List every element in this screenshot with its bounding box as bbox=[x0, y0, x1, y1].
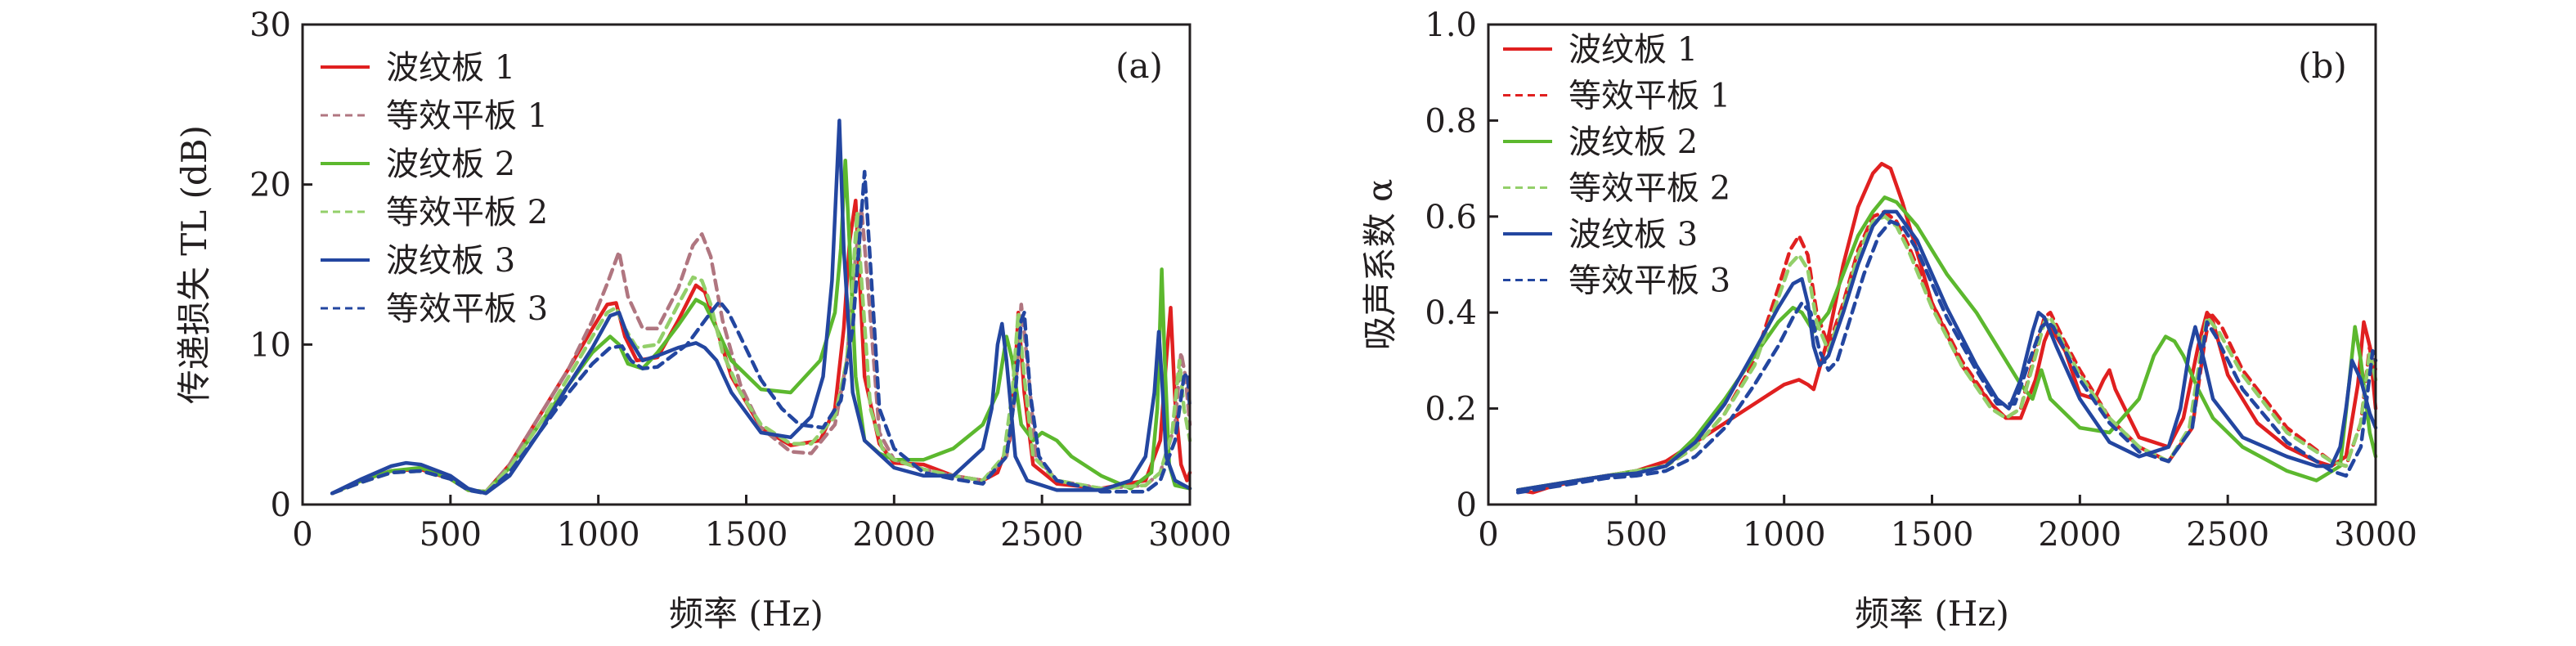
panel-a: 0 500 1000 1500 2000 2500 3000 0 10 20 30 频率 (Hz)… bbox=[174, 7, 1232, 634]
legend-label: 波纹板 3 bbox=[386, 242, 515, 280]
legend: 波纹板 1 等效平板 1 波纹板 2 等效平板 2 波纹板 3 等效平板 3 bbox=[1503, 31, 1730, 300]
legend-label: 波纹板 1 bbox=[1568, 31, 1698, 69]
y-tick-labels: 0 0.2 0.4 0.6 0.8 1.0 bbox=[1425, 7, 1477, 524]
y-tick-label: 10 bbox=[249, 326, 291, 364]
curve-layer bbox=[1515, 161, 2378, 495]
y-tick-label: 0 bbox=[1456, 487, 1477, 524]
legend: 波纹板 1 等效平板 1 波纹板 2 等效平板 2 波纹板 3 等效平板 3 bbox=[321, 49, 548, 328]
y-tick-label: 20 bbox=[249, 167, 291, 204]
x-tick-label: 2500 bbox=[2186, 516, 2269, 554]
y-axis-title: 吸声系数 α bbox=[1360, 179, 1400, 351]
legend-label: 等效平板 1 bbox=[386, 97, 548, 135]
x-tick-label: 3000 bbox=[2334, 516, 2417, 554]
series-line bbox=[1515, 214, 2378, 492]
x-tick-label: 0 bbox=[1478, 516, 1498, 554]
y-tick-label: 0.4 bbox=[1425, 294, 1477, 332]
panel-b: 0 500 1000 1500 2000 2500 3000 0 0.2 0.4 0.6 0.8 1.… bbox=[1360, 7, 2417, 634]
y-tick-label: 0.2 bbox=[1425, 391, 1477, 428]
x-tick-label: 500 bbox=[420, 516, 482, 554]
x-tick-label: 1500 bbox=[1891, 516, 1974, 554]
x-tick-label: 2500 bbox=[1000, 516, 1084, 554]
legend-label: 等效平板 2 bbox=[1568, 170, 1730, 208]
plot-area bbox=[1487, 23, 2378, 506]
legend-label: 等效平板 3 bbox=[386, 290, 548, 328]
y-tick-label: 0.6 bbox=[1425, 199, 1477, 236]
legend-label: 波纹板 1 bbox=[386, 49, 515, 87]
y-axis-title: 传递损失 TL (dB) bbox=[174, 125, 214, 404]
x-tick-label: 3000 bbox=[1148, 516, 1232, 554]
x-tick-label: 1500 bbox=[705, 516, 788, 554]
legend-label: 波纹板 2 bbox=[386, 146, 515, 183]
legend-label: 等效平板 1 bbox=[1568, 78, 1730, 115]
plot-area bbox=[301, 23, 1192, 506]
x-tick-label: 2000 bbox=[852, 516, 936, 554]
y-tick-labels: 0 10 20 30 bbox=[249, 7, 291, 524]
y-tick-label: 0.8 bbox=[1425, 102, 1477, 140]
panel-tag: (b) bbox=[2298, 46, 2347, 86]
series-line bbox=[330, 169, 1192, 496]
x-axis-title: 频率 (Hz) bbox=[669, 594, 824, 634]
legend-label: 波纹板 3 bbox=[1568, 216, 1698, 253]
y-tick-label: 0 bbox=[271, 487, 291, 524]
y-tick-label: 1.0 bbox=[1425, 7, 1477, 44]
x-tick-labels: 0 500 1000 1500 2000 2500 3000 bbox=[1478, 516, 2417, 554]
legend-label: 波纹板 2 bbox=[1568, 123, 1698, 161]
x-axis-title: 频率 (Hz) bbox=[1855, 594, 2009, 634]
x-tick-label: 0 bbox=[292, 516, 312, 554]
y-tick-label: 30 bbox=[249, 7, 291, 44]
panel-tag: (a) bbox=[1115, 46, 1163, 86]
tick-layer bbox=[1487, 23, 2377, 506]
tick-layer bbox=[301, 23, 1192, 506]
x-tick-label: 1000 bbox=[557, 516, 640, 554]
curve-layer bbox=[330, 119, 1192, 496]
series-line bbox=[1515, 219, 2378, 495]
x-tick-label: 500 bbox=[1605, 516, 1667, 554]
legend-label: 等效平板 2 bbox=[386, 194, 548, 231]
x-tick-label: 1000 bbox=[1743, 516, 1826, 554]
legend-label: 等效平板 3 bbox=[1568, 262, 1730, 300]
x-tick-label: 2000 bbox=[2038, 516, 2121, 554]
series-line bbox=[330, 209, 1192, 496]
x-tick-labels: 0 500 1000 1500 2000 2500 3000 bbox=[292, 516, 1232, 554]
